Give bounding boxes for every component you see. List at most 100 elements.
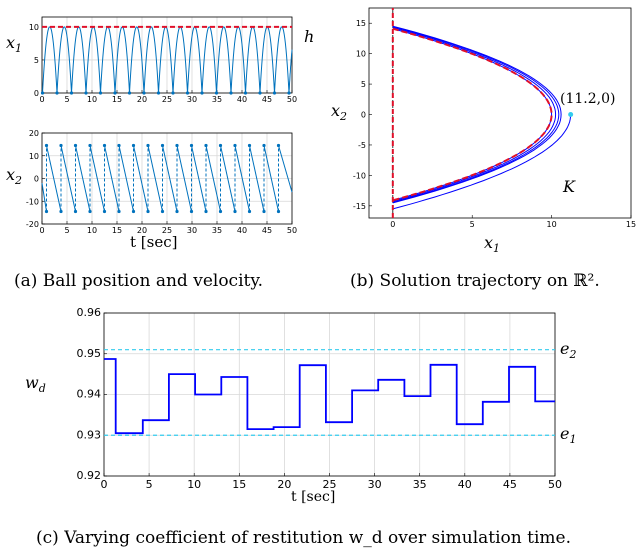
bounce-point [69,91,74,95]
x-tick-label: 40 [237,226,247,235]
bounce-point [258,91,262,95]
y-tick-label: -10 [353,171,366,180]
limit-cycle [392,27,553,202]
bounce-point [40,91,45,95]
x-tick-label: 45 [262,95,272,104]
position-arc [288,49,293,94]
x-tick-label: 35 [413,478,427,491]
x-tick-label: 20 [137,95,147,104]
position-arc [129,26,145,94]
y-tick-label: -15 [353,202,366,211]
x-tick-label: 10 [87,226,97,235]
y-tick-label: -5 [358,141,366,150]
x-tick-label: 15 [112,226,122,235]
c-e2-label: e2 [560,339,576,361]
x-tick-label: 5 [146,478,153,491]
x-tick-label: 50 [287,226,297,235]
y-tick-label: 15 [356,19,366,28]
x-tick-label: 0 [390,220,395,229]
x-tick-label: 10 [87,95,97,104]
x-tick-label: 0 [39,226,44,235]
bounce-point [171,91,175,95]
bounce-point [127,91,132,95]
y-tick-label: 5 [361,80,366,89]
x-tick-label: 40 [458,478,472,491]
x-tick-label: 25 [323,478,337,491]
y-tick-label: 10 [356,50,366,59]
panel-a-position: 0 5 10 15 20 25 30 35 40 45 50 0 5 10 [29,16,297,104]
x-tick-label: 25 [162,95,172,104]
x-tick-label: 30 [187,226,197,235]
position-arc [42,26,58,94]
y-tick-label: 0.96 [77,306,102,319]
a-top-right-label: h [304,27,314,46]
y-tick-label: 0.93 [77,428,102,441]
x-tick-label: 50 [548,478,562,491]
c-xlabel: t [sec] [291,489,335,505]
x-tick-label: 0 [39,95,44,104]
x-tick-label: 20 [277,478,291,491]
caption-c: (c) Varying coefficient of restitution w… [36,528,571,548]
x-tick-label: 35 [212,95,222,104]
x-tick-label: 0 [101,478,108,491]
y-tick-label: 0.95 [77,347,102,360]
y-tick-label: 0 [361,111,366,120]
initial-point [568,112,574,118]
x-tick-label: 15 [112,95,122,104]
x-tick-label: 30 [187,95,197,104]
solution-trajectory [392,27,557,202]
position-arc [56,26,72,94]
a-bottom-ylabel: x2 [6,165,22,187]
x-tick-label: 15 [232,478,246,491]
bounce-point [55,91,59,95]
y-tick-label: 5 [34,56,39,65]
x-tick-label: 10 [187,478,201,491]
y-tick-label: 0 [34,175,39,184]
position-arc [216,26,232,94]
x-tick-label: 30 [368,478,382,491]
panel-a-velocity: 0 5 10 15 20 25 30 35 40 45 50 -20 -10 0 10 20 [26,129,297,235]
b-set-label: K [562,177,576,196]
x-tick-label: 5 [64,226,69,235]
y-tick-label: 0.92 [77,469,102,482]
position-arc [143,26,159,94]
bounce-point [200,91,204,95]
x-tick-label: 20 [137,226,147,235]
bounce-point [185,91,190,95]
caption-a: (a) Ball position and velocity. [14,271,263,291]
bounce-point [229,91,233,95]
x-tick-label: 50 [287,95,297,104]
velocity-line [41,145,293,212]
a-top-ylabel: x1 [6,33,22,55]
position-arc [201,26,217,94]
bounce-point [243,91,248,95]
bounce-point [272,91,277,95]
solution-trajectory [392,25,562,204]
caption-b: (b) Solution trajectory on ℝ². [350,271,600,291]
b-xlabel: x1 [484,233,500,255]
bounce-point [156,91,161,95]
panel-c-restitution: 0 5 10 15 20 25 30 35 40 45 50 0.92 0.93 0.94 0.95 0.96 [77,306,563,491]
b-ylabel: x2 [331,101,347,123]
x-tick-label: 10 [547,220,557,229]
x-tick-label: 5 [64,95,69,104]
initial-trajectory [392,113,572,210]
y-tick-label: -10 [26,197,39,206]
position-arc [274,26,290,94]
bounce-point [287,91,291,95]
x-tick-label: 45 [503,478,517,491]
y-tick-label: -20 [26,220,39,229]
y-tick-label: 10 [29,152,39,161]
panel-b-trajectory: 0 5 10 15 -15 -10 -5 0 5 10 15 [353,7,636,229]
x-tick-label: 45 [262,226,272,235]
x-tick-label: 25 [162,226,172,235]
c-e1-label: e1 [560,424,576,446]
bounce-point [98,91,103,95]
b-initial-label: (11.2,0) [560,91,615,107]
x-tick-label: 40 [237,95,247,104]
c-ylabel: wd [25,373,46,395]
y-tick-label: 0.94 [77,388,102,401]
y-tick-label: 0 [34,89,39,98]
x-tick-label: 5 [470,220,475,229]
